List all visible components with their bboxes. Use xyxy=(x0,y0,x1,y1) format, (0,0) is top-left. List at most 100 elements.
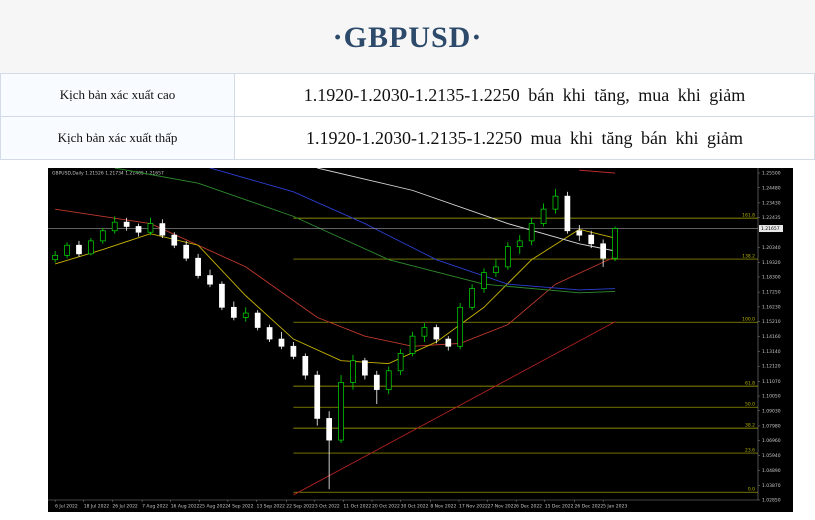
symbol-label: GBPUSD,Daily 1.21526 1.21734 1.21405 1.2… xyxy=(52,171,164,177)
fib-label: 100.0 xyxy=(742,317,755,323)
candle-body xyxy=(302,356,309,376)
y-tick-label: 1.07980 xyxy=(762,423,781,429)
candle-body xyxy=(457,306,464,347)
candle-body xyxy=(493,266,499,274)
x-tick-label: 6 Dec 2022 xyxy=(516,504,542,510)
candle-body xyxy=(254,312,261,328)
indicator-line xyxy=(114,168,616,294)
y-tick-label: 1.19320 xyxy=(762,260,781,266)
fib-label: 23.6 xyxy=(745,448,755,454)
candle-body xyxy=(421,327,428,337)
price-chart: GBPUSD,Daily 1.21526 1.21734 1.21405 1.2… xyxy=(48,168,793,512)
candle-body xyxy=(385,370,392,390)
candle-body xyxy=(409,335,416,354)
candle-body xyxy=(445,338,452,347)
candle-body xyxy=(230,306,237,318)
x-tick-label: 26 Jul 2022 xyxy=(112,504,138,510)
candle-body xyxy=(552,195,559,210)
x-tick-label: 8 Nov 2022 xyxy=(430,504,456,510)
x-tick-label: 22 Sep 2022 xyxy=(286,504,315,510)
candle-body xyxy=(433,327,440,340)
x-tick-label: 15 Dec 2022 xyxy=(545,504,574,510)
table-row: Kịch bản xác xuất cao 1.1920-1.2030-1.21… xyxy=(0,73,815,117)
y-tick-label: 1.10050 xyxy=(762,394,781,400)
candle-body xyxy=(219,283,225,308)
candle-body xyxy=(147,223,154,233)
candle-body xyxy=(600,243,606,259)
fib-label: 138.2 xyxy=(742,254,755,260)
candle-body xyxy=(397,353,404,372)
candle-body xyxy=(183,244,190,259)
indicator-line xyxy=(579,169,616,174)
y-tick-label: 1.22435 xyxy=(762,215,781,221)
fib-label: 50.0 xyxy=(745,402,755,408)
x-tick-label: 3 Oct 2022 xyxy=(315,504,340,510)
x-tick-label: 27 Nov 2022 xyxy=(488,504,517,510)
x-tick-label: 25 Aug 2022 xyxy=(199,504,228,510)
table-row: Kịch bản xác xuất thấp 1.1920-1.2030-1.2… xyxy=(0,116,815,160)
x-tick-label: 13 Sep 2022 xyxy=(256,504,285,510)
candle-body xyxy=(159,223,166,236)
candle-body xyxy=(99,230,106,242)
candle-body xyxy=(481,272,487,289)
candle-body xyxy=(195,257,201,276)
x-tick-label: 7 Aug 2022 xyxy=(142,504,168,510)
candle-body xyxy=(111,221,118,232)
y-tick-label: 1.11070 xyxy=(762,379,781,385)
candle-body xyxy=(135,226,142,233)
candle-body xyxy=(171,234,178,246)
table-cell: 1.1920-1.2030-1.2135-1.2250 mua khi tăng… xyxy=(234,116,815,160)
candle-body xyxy=(123,221,130,227)
x-tick-label: 11 Oct 2022 xyxy=(343,504,371,510)
candle-body xyxy=(373,374,380,390)
candle-body xyxy=(338,382,344,441)
candle-body xyxy=(564,195,571,232)
table-cell: 1.1920-1.2030-1.2135-1.2250 bán khi tăng… xyxy=(234,73,815,117)
candle-body xyxy=(326,418,332,441)
table-cell: Kịch bản xác xuất cao xyxy=(0,73,235,117)
y-tick-label: 1.06960 xyxy=(762,438,781,444)
last-price-label: 1.21657 xyxy=(761,226,780,232)
x-tick-label: 18 Jul 2022 xyxy=(84,504,110,510)
candle-body xyxy=(314,374,321,419)
candle-body xyxy=(266,327,273,340)
y-tick-label: 1.14160 xyxy=(762,334,781,340)
candle-body xyxy=(76,244,82,255)
y-tick-label: 1.25500 xyxy=(762,171,781,177)
candle-body xyxy=(540,208,547,224)
y-tick-label: 1.20340 xyxy=(762,245,781,251)
y-tick-label: 1.13140 xyxy=(762,349,781,355)
indicator-line xyxy=(209,168,616,291)
x-tick-label: 20 Oct 2022 xyxy=(372,504,400,510)
x-tick-label: 30 Oct 2022 xyxy=(401,504,429,510)
candle-body xyxy=(64,244,70,256)
candle-body xyxy=(207,275,213,285)
y-tick-label: 1.02850 xyxy=(762,498,781,504)
page-title: ·GBPUSD· xyxy=(0,0,815,73)
y-tick-label: 1.03870 xyxy=(762,483,781,489)
candle-body xyxy=(504,246,511,268)
candle-body xyxy=(469,288,475,308)
candle-body xyxy=(52,254,58,261)
candle-body xyxy=(588,234,595,245)
candle-body xyxy=(278,338,285,347)
fib-label: 161.8 xyxy=(742,213,755,219)
y-tick-label: 1.04890 xyxy=(762,468,781,474)
y-tick-label: 1.23430 xyxy=(762,200,781,206)
y-tick-label: 1.16230 xyxy=(762,304,781,310)
x-tick-label: 5 Jan 2023 xyxy=(603,504,627,510)
y-tick-label: 1.09030 xyxy=(762,408,781,414)
y-tick-label: 1.24480 xyxy=(762,185,781,191)
chart-background xyxy=(48,168,793,512)
table-cell: Kịch bản xác xuất thấp xyxy=(0,116,235,160)
fib-label: 61.8 xyxy=(745,381,755,387)
x-tick-label: 6 Jul 2022 xyxy=(55,504,78,510)
candle-body xyxy=(290,345,297,357)
candle-body xyxy=(362,360,368,376)
candle-body xyxy=(528,223,535,242)
candle-body xyxy=(350,360,356,383)
candle-body xyxy=(88,240,94,255)
candle-body xyxy=(516,240,523,248)
candle-body xyxy=(242,312,249,318)
